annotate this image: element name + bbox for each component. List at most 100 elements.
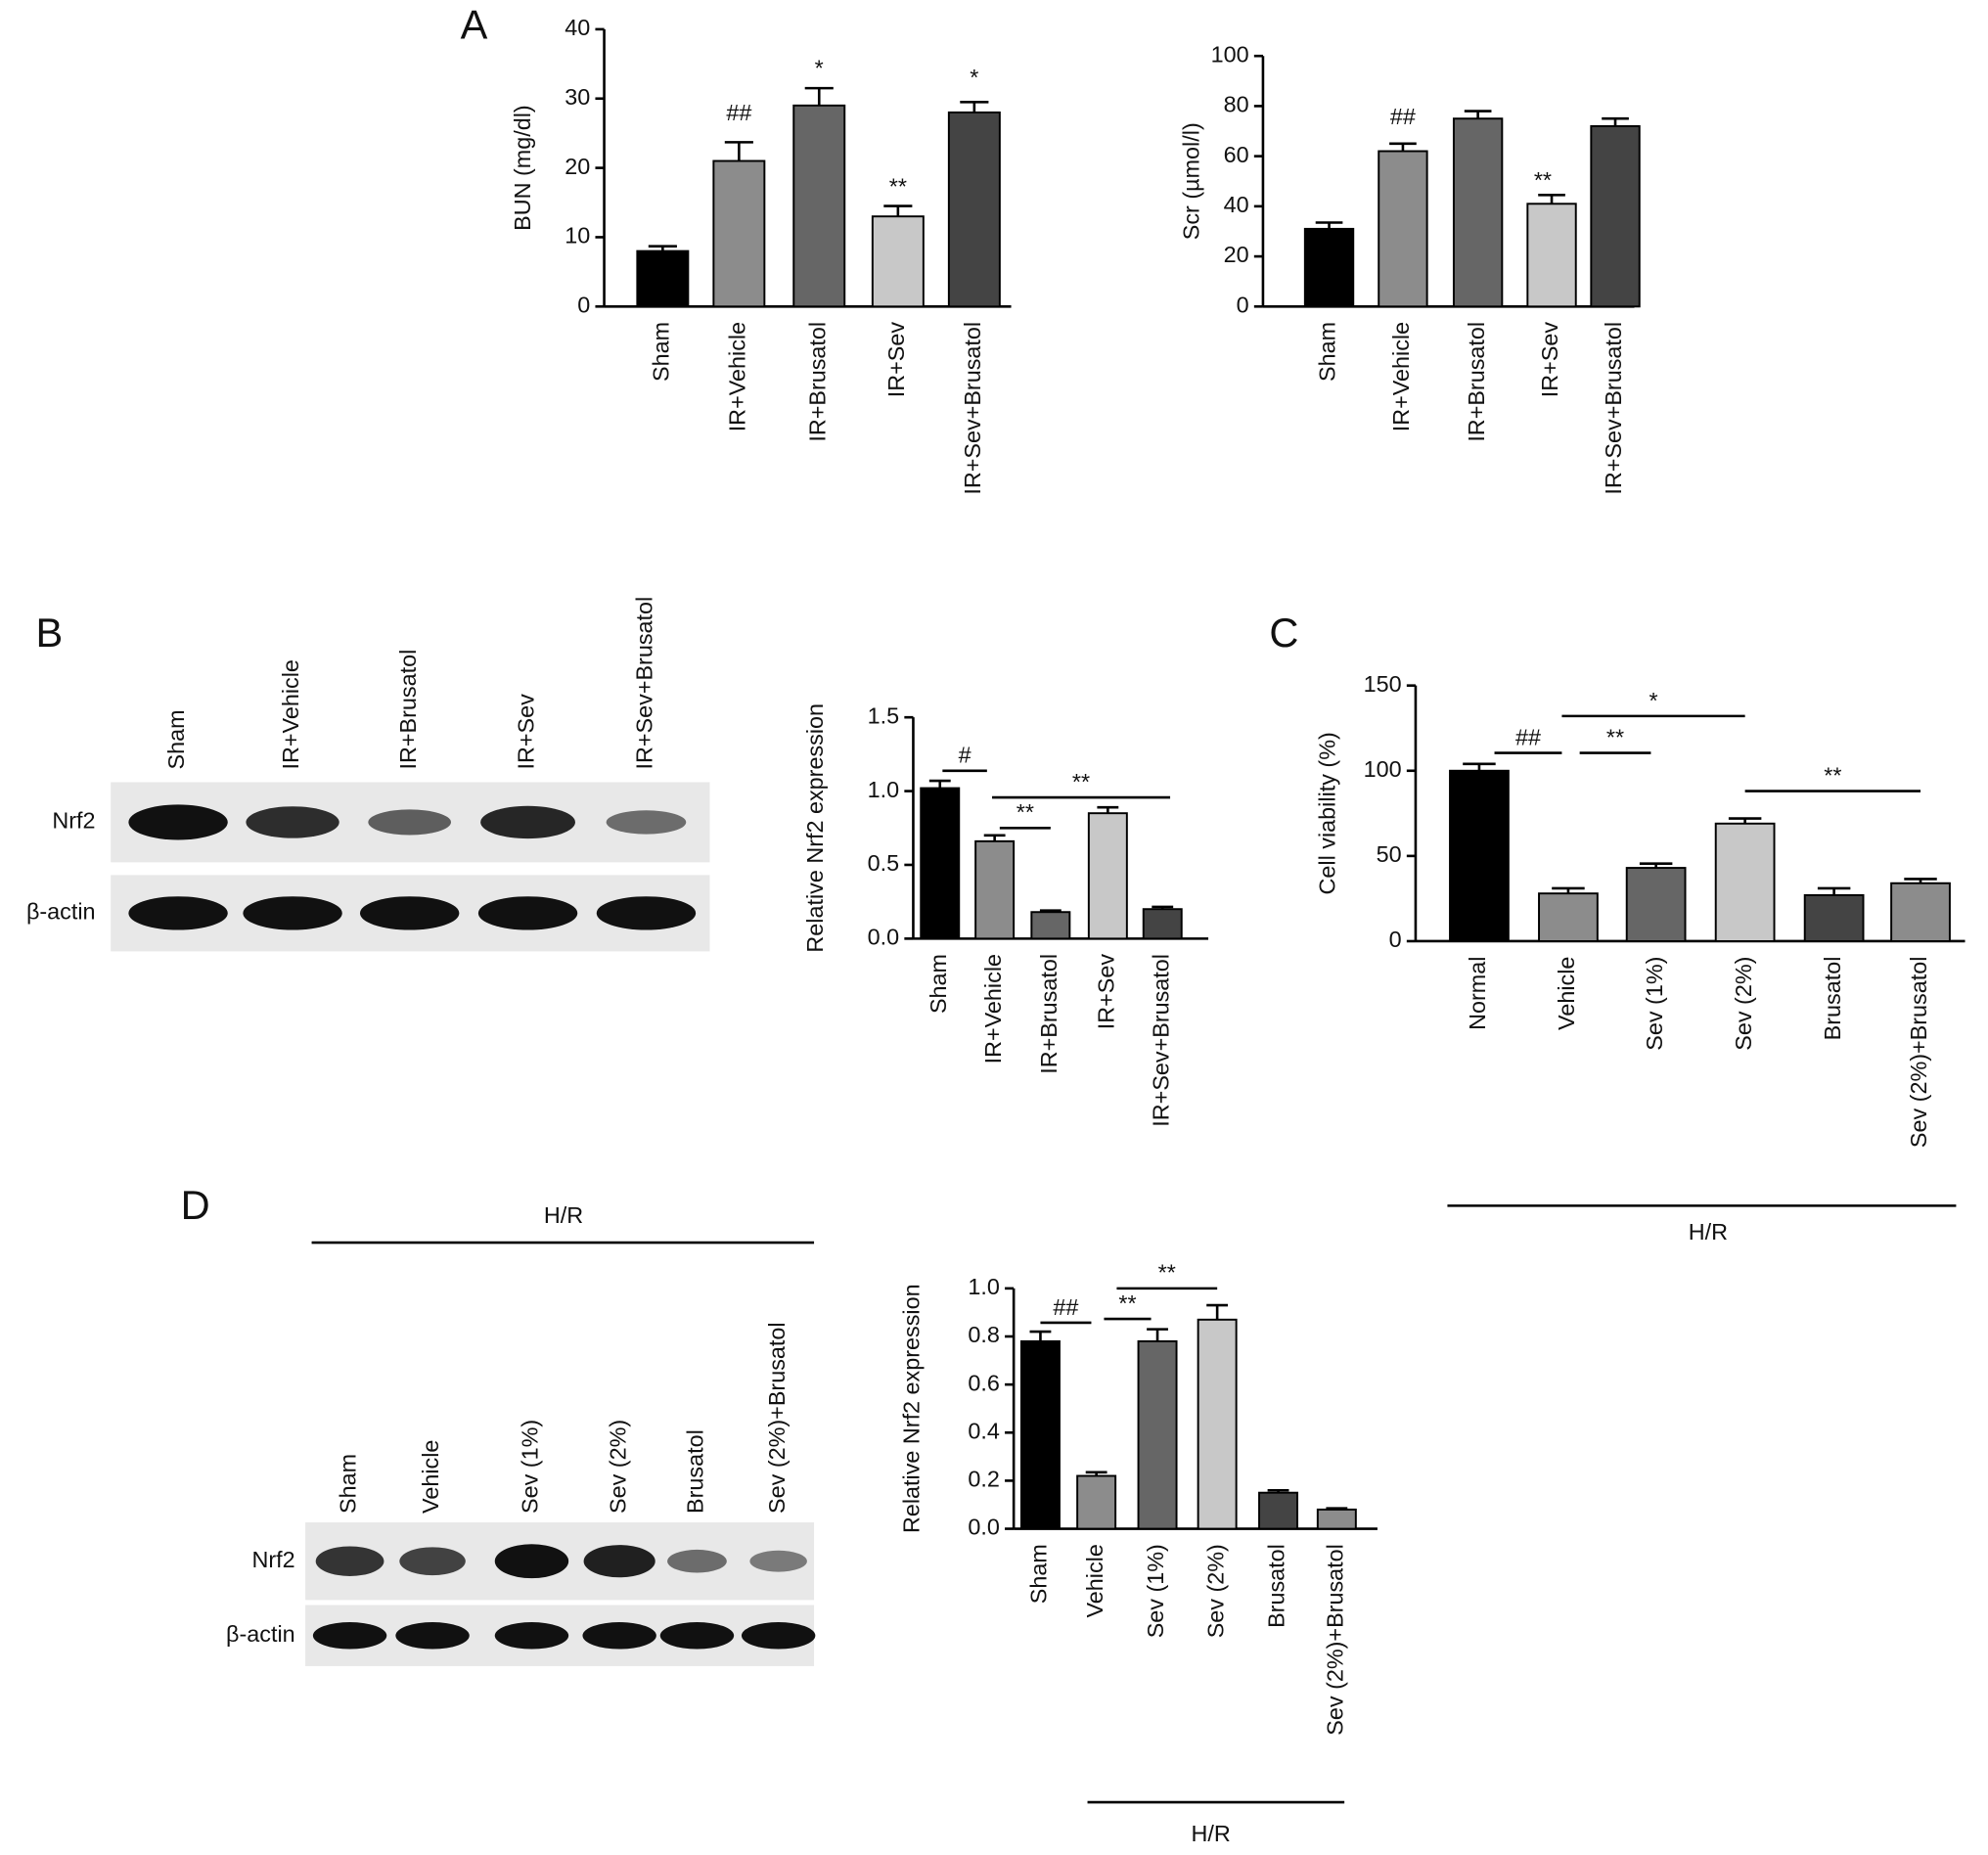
significance-label: ##	[1390, 104, 1416, 129]
x-tick-label: IR+Sev+Brusatol	[1601, 322, 1626, 495]
blot-band	[399, 1547, 466, 1576]
x-tick-label: Sev (2%)	[1731, 957, 1756, 1051]
blot-lane-label: Sev (2%)+Brusatol	[764, 1322, 790, 1514]
bar	[974, 839, 1016, 940]
blot-row-label: β-actin	[226, 1621, 295, 1647]
x-tick-label: IR+Brusatol	[1464, 322, 1489, 442]
blot-band	[494, 1544, 569, 1579]
y-tick-label: 0.6	[968, 1370, 1000, 1395]
blot-row-label: Nrf2	[251, 1547, 294, 1572]
panel-label: C	[1269, 610, 1298, 656]
x-tick-label: IR+Vehicle	[1388, 322, 1414, 431]
bar	[1197, 1318, 1238, 1530]
group-label: H/R	[1689, 1219, 1728, 1244]
significance-label: **	[1606, 724, 1624, 749]
blot-band	[246, 806, 339, 838]
x-tick-label: Sham	[1315, 322, 1340, 382]
x-tick-label: IR+Brusatol	[804, 322, 830, 442]
bar	[712, 159, 766, 308]
y-tick-label: 0.4	[968, 1418, 1000, 1443]
group-label: H/R	[1192, 1821, 1231, 1846]
bar	[1452, 117, 1504, 308]
blot-row-label: β-actin	[26, 899, 96, 925]
y-tick-label: 0	[577, 292, 590, 317]
blot-band	[494, 1622, 569, 1650]
blot-lane-label: Sev (2%)	[605, 1420, 630, 1514]
blot-band	[477, 896, 578, 930]
blot-lane-label: IR+Sev	[514, 694, 539, 770]
y-tick-label: 0.5	[868, 850, 900, 876]
blot-band	[128, 804, 228, 840]
x-tick-label: IR+Vehicle	[725, 322, 750, 431]
y-tick-label: 0.0	[968, 1515, 1000, 1540]
blot-lane-label: Brusatol	[683, 1429, 708, 1514]
blot-lane-label: Sev (1%)	[518, 1420, 543, 1514]
significance-label: **	[1824, 762, 1841, 788]
y-tick-label: 60	[1224, 142, 1249, 167]
group-label: H/R	[544, 1202, 583, 1228]
y-axis-label: Relative Nrf2 expression	[899, 1284, 925, 1533]
y-tick-label: 40	[565, 15, 590, 40]
y-axis-label: BUN (mg/dl)	[510, 105, 535, 231]
bar	[1803, 893, 1865, 942]
y-tick-label: 100	[1364, 756, 1402, 782]
y-tick-label: 0	[1237, 292, 1249, 317]
bar	[871, 215, 925, 308]
y-tick-label: 20	[565, 154, 590, 179]
blot-band	[667, 1549, 727, 1573]
bar	[1714, 822, 1776, 942]
x-tick-label: Vehicle	[1554, 957, 1579, 1030]
blot-band	[606, 810, 687, 835]
bar	[1142, 908, 1183, 940]
bar	[1316, 1508, 1357, 1530]
bar	[1378, 150, 1428, 308]
blot-band	[395, 1622, 470, 1650]
blot-lane-label: Sham	[336, 1454, 361, 1514]
blot-band	[749, 1550, 807, 1572]
blot-band	[583, 1545, 655, 1578]
blot-band	[741, 1622, 816, 1650]
x-tick-label: Sev (2%)	[1202, 1544, 1228, 1638]
y-tick-label: 0.0	[868, 925, 900, 950]
x-tick-label: IR+Sev+Brusatol	[960, 322, 985, 495]
y-tick-label: 150	[1364, 671, 1402, 697]
bar	[1890, 882, 1951, 942]
y-tick-label: 100	[1211, 41, 1249, 67]
x-tick-label: Sham	[649, 322, 674, 382]
y-tick-label: 1.5	[868, 702, 900, 728]
blot-lane-label: IR+Sev+Brusatol	[632, 597, 657, 770]
blot-band	[243, 896, 342, 930]
bar	[1076, 1474, 1117, 1530]
y-tick-label: 50	[1377, 841, 1402, 867]
significance-label: **	[1072, 769, 1090, 794]
blot-lane-label: IR+Brusatol	[395, 650, 421, 770]
significance-label: ##	[1053, 1294, 1078, 1320]
x-tick-label: Sham	[1026, 1544, 1052, 1604]
significance-label: **	[1534, 167, 1552, 193]
y-tick-label: 80	[1224, 92, 1249, 117]
significance-label: *	[1649, 688, 1657, 713]
blot-band	[315, 1546, 384, 1576]
bar	[1303, 227, 1355, 308]
bar	[636, 249, 690, 308]
x-tick-label: Sham	[926, 954, 951, 1014]
x-tick-label: IR+Sev	[1094, 954, 1119, 1030]
bar	[1526, 203, 1577, 308]
blot-lane-label: Vehicle	[418, 1440, 443, 1514]
significance-label: ##	[726, 100, 751, 125]
blot-band	[582, 1622, 656, 1650]
x-tick-label: IR+Sev+Brusatol	[1148, 954, 1173, 1127]
x-tick-label: Sev (1%)	[1143, 1544, 1168, 1638]
bar	[1258, 1491, 1299, 1530]
x-tick-label: IR+Sev	[883, 322, 909, 398]
bar	[792, 104, 846, 308]
x-tick-label: Vehicle	[1082, 1544, 1107, 1617]
significance-label: ##	[1515, 724, 1541, 749]
y-tick-label: 0.2	[968, 1467, 1000, 1492]
bar	[947, 111, 1001, 308]
blot-band	[368, 809, 451, 836]
blot-band	[312, 1622, 387, 1650]
bar	[1590, 124, 1641, 308]
